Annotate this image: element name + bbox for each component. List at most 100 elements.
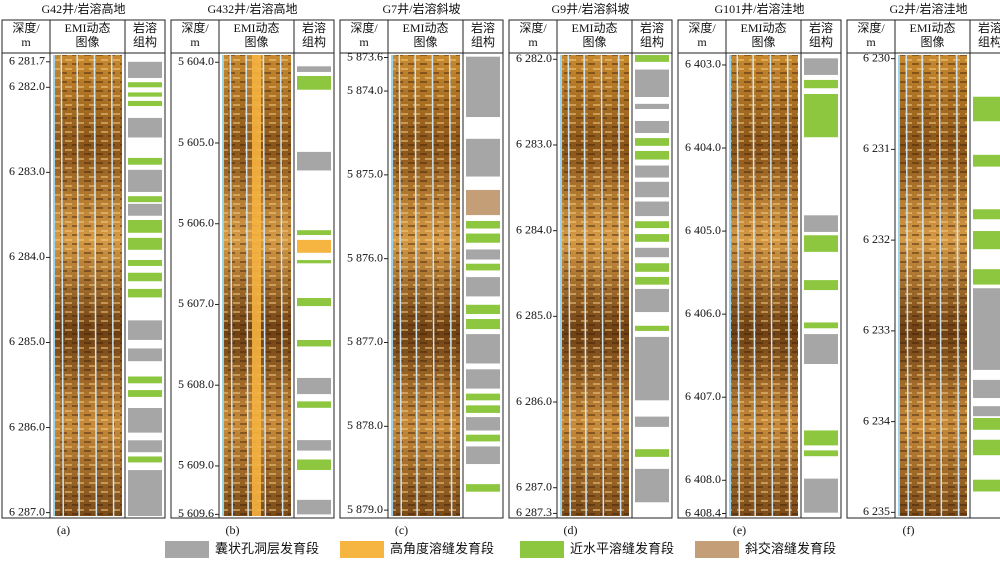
emi-texture — [729, 55, 798, 516]
fabric-interval — [466, 334, 500, 364]
column-header: 图像 — [75, 35, 99, 49]
fabric-interval — [804, 235, 838, 252]
column-header: 岩溶 — [133, 20, 157, 35]
fabric-interval — [128, 220, 162, 233]
legend-swatch — [520, 541, 564, 558]
fabric-interval — [128, 196, 162, 203]
column-header: 深度/ — [519, 20, 547, 35]
panel-title: G9井/岩溶斜坡 — [551, 1, 629, 16]
depth-tick-label: 6 287.0 — [9, 504, 45, 518]
fabric-interval — [297, 440, 331, 451]
emi-pad-track — [60, 54, 65, 517]
fabric-interval — [466, 249, 500, 260]
fabric-interval — [635, 263, 669, 272]
depth-tick-label: 6 284.0 — [9, 249, 45, 263]
depth-tick-label: 6 403.0 — [685, 57, 721, 71]
column-header: 组构 — [302, 34, 326, 49]
fabric-interval — [128, 117, 162, 138]
depth-tick-label: 6 281.7 — [9, 54, 45, 68]
fabric-interval — [466, 233, 500, 243]
fabric-interval — [466, 434, 500, 442]
depth-tick-label: 5 876.0 — [347, 250, 383, 264]
emi-pad-track — [752, 54, 756, 517]
fabric-interval — [297, 401, 331, 408]
fabric-interval — [128, 376, 162, 384]
column-header: m — [190, 35, 200, 49]
fabric-interval — [804, 58, 838, 75]
emi-pad-track — [262, 54, 267, 517]
depth-tick-label: 5 604.0 — [178, 54, 214, 68]
emi-texture — [53, 55, 122, 516]
fabric-interval — [635, 221, 669, 229]
column-header: 岩溶 — [302, 20, 326, 35]
depth-tick-label: 5 606.0 — [178, 215, 214, 229]
legend-swatch — [340, 541, 384, 558]
fabric-interval — [466, 56, 500, 118]
panel-frame — [170, 19, 335, 519]
fabric-interval — [297, 459, 331, 470]
emi-pad-track — [414, 54, 418, 517]
depth-tick-label: 5 608.0 — [178, 377, 214, 391]
fabric-interval — [973, 288, 1000, 370]
depth-tick-label: 5 878.0 — [347, 418, 383, 432]
column-header: 深度/ — [350, 20, 378, 35]
column-header: 深度/ — [12, 20, 40, 35]
fabric-interval — [466, 319, 500, 330]
fabric-interval — [635, 247, 669, 258]
fabric-interval — [973, 406, 1000, 417]
panel-tag: (b) — [226, 523, 240, 537]
panel-tag: (d) — [564, 523, 578, 537]
fabric-interval — [973, 479, 1000, 492]
emi-pad-track — [448, 54, 453, 517]
fabric-interval — [804, 478, 838, 513]
column-header: 岩溶 — [471, 20, 495, 35]
legend-label: 近水平溶缝发育段 — [570, 541, 674, 556]
fabric-interval — [297, 339, 331, 347]
column-header: 深度/ — [857, 20, 885, 35]
emi-pad-track — [245, 54, 249, 517]
fabric-interval — [128, 203, 162, 216]
depth-tick-label: 6 408.4 — [685, 505, 721, 519]
fabric-interval — [635, 468, 669, 503]
fabric-interval — [635, 55, 669, 62]
depth-tick-label: 6 283.0 — [9, 164, 45, 178]
column-header: 岩溶 — [978, 20, 1000, 35]
legend-label: 高角度溶缝发育段 — [390, 541, 494, 556]
fabric-interval — [297, 499, 331, 515]
emi-pad-track — [229, 54, 234, 517]
panel-title: G432井/岩溶高地 — [207, 1, 297, 16]
emi-pad-track — [736, 54, 741, 517]
fabric-interval — [635, 276, 669, 285]
fabric-interval — [973, 379, 1000, 399]
fabric-interval — [297, 298, 331, 307]
emi-pad-track — [617, 54, 622, 517]
depth-tick-label: 6 286.0 — [516, 394, 552, 408]
fabric-interval — [804, 322, 838, 329]
panel-title: G7井/岩溶斜坡 — [382, 1, 460, 16]
column-header: EMI动态 — [741, 21, 787, 35]
depth-tick-label: 6 235 — [863, 504, 890, 518]
fabric-interval — [128, 390, 162, 397]
legend-swatch — [165, 541, 209, 558]
depth-tick-label: 6 284.0 — [516, 222, 552, 236]
panel-tag: (e) — [733, 523, 746, 537]
fabric-interval — [128, 82, 162, 88]
fabric-interval — [635, 138, 669, 146]
legend-swatch — [695, 541, 739, 558]
fabric-interval — [635, 150, 669, 160]
fabric-interval — [297, 151, 331, 171]
depth-tick-label: 6 287.3 — [516, 505, 552, 519]
fabric-interval — [635, 165, 669, 178]
emi-pad-track — [955, 54, 960, 517]
fabric-interval — [635, 416, 669, 427]
emi-pad-track — [583, 54, 587, 517]
column-header: 组构 — [809, 34, 833, 49]
fabric-interval — [973, 154, 1000, 167]
fabric-interval — [466, 304, 500, 314]
fabric-interval — [466, 484, 500, 492]
depth-tick-label: 5 877.0 — [347, 334, 383, 348]
column-header: m — [866, 35, 876, 49]
fabric-interval — [635, 336, 669, 401]
fabric-interval — [635, 288, 669, 313]
